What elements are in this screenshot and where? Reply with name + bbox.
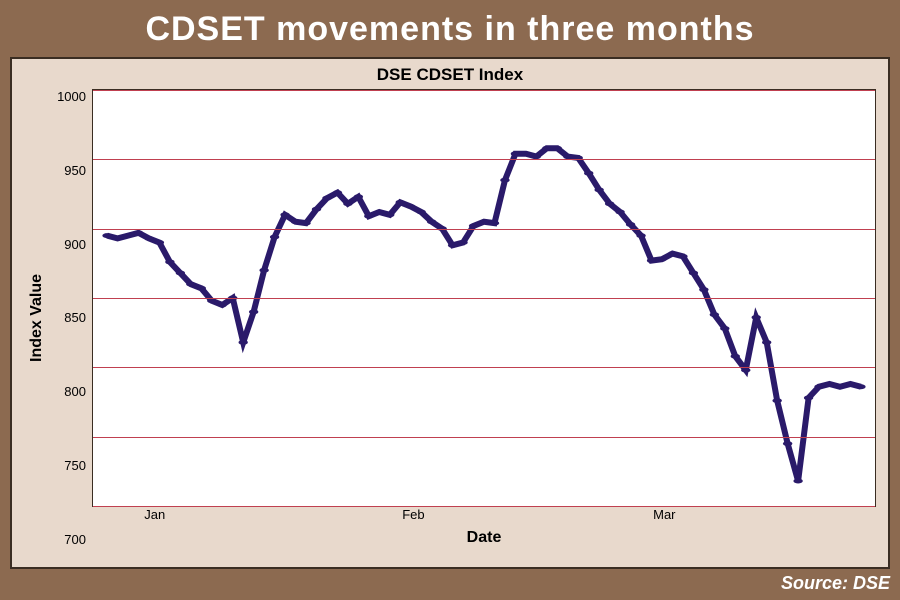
data-point xyxy=(793,479,802,484)
data-point xyxy=(563,154,572,159)
data-point xyxy=(165,259,174,264)
data-point xyxy=(741,368,750,373)
data-point xyxy=(710,312,719,317)
data-point xyxy=(762,340,771,345)
data-point xyxy=(731,354,740,359)
data-point xyxy=(678,254,687,259)
data-point xyxy=(804,395,813,400)
data-point xyxy=(301,221,310,226)
data-point xyxy=(291,219,300,224)
y-axis-label: Index Value xyxy=(24,89,50,547)
plot-wrap: Index Value 1000 950 900 850 800 750 700 Jan Fe… xyxy=(24,89,876,547)
chart-panel: DSE CDSET Index Index Value 1000 950 900 85… xyxy=(10,57,890,569)
data-point xyxy=(406,204,415,209)
data-point xyxy=(657,257,666,262)
data-point xyxy=(469,223,478,228)
data-point xyxy=(521,151,530,156)
data-point xyxy=(343,201,352,206)
data-point xyxy=(385,212,394,217)
data-point xyxy=(458,240,467,245)
data-point xyxy=(218,302,227,307)
data-point xyxy=(615,210,624,215)
data-point xyxy=(396,200,405,205)
data-point xyxy=(270,234,279,239)
data-point xyxy=(752,315,761,320)
gridline xyxy=(93,90,875,91)
y-tick-label: 750 xyxy=(50,458,86,473)
data-point xyxy=(594,187,603,192)
figure-outer: CDSET movements in three months DSE CDSE… xyxy=(0,0,900,600)
data-point xyxy=(416,210,425,215)
x-tick-label: Feb xyxy=(402,507,424,522)
data-point xyxy=(207,298,216,303)
data-point xyxy=(720,326,729,331)
data-point xyxy=(772,398,781,403)
plot-column: Jan Feb Mar Date xyxy=(92,89,876,547)
x-axis-label: Date xyxy=(92,529,876,547)
gridline xyxy=(93,367,875,368)
data-point xyxy=(448,243,457,248)
x-tick-label: Jan xyxy=(144,507,165,522)
y-axis-ticks: 1000 950 900 850 800 750 700 xyxy=(50,89,92,547)
data-point xyxy=(249,309,258,314)
data-point xyxy=(102,233,111,238)
data-point xyxy=(113,236,122,241)
data-point xyxy=(500,178,509,183)
data-point xyxy=(584,171,593,176)
data-point xyxy=(605,201,614,206)
data-point xyxy=(490,221,499,226)
data-point xyxy=(856,384,865,389)
y-tick-label: 900 xyxy=(50,237,86,252)
data-point xyxy=(511,151,520,156)
data-point xyxy=(354,194,363,199)
data-point xyxy=(144,236,153,241)
data-point xyxy=(364,214,373,219)
data-point xyxy=(259,268,268,273)
data-point xyxy=(280,212,289,217)
data-point xyxy=(668,251,677,256)
data-point xyxy=(134,230,143,235)
chart-title: DSE CDSET Index xyxy=(24,65,876,85)
y-tick-label: 850 xyxy=(50,310,86,325)
plot-area xyxy=(92,89,876,507)
data-point xyxy=(427,219,436,224)
headline: CDSET movements in three months xyxy=(10,10,890,49)
data-point xyxy=(322,196,331,201)
data-point xyxy=(553,146,562,151)
data-point xyxy=(532,154,541,159)
data-point xyxy=(846,381,855,386)
data-point xyxy=(689,271,698,276)
data-point xyxy=(542,146,551,151)
data-point xyxy=(312,207,321,212)
data-point xyxy=(835,384,844,389)
data-point xyxy=(197,286,206,291)
data-point xyxy=(825,381,834,386)
data-point xyxy=(238,340,247,345)
gridline xyxy=(93,437,875,438)
y-tick-label: 800 xyxy=(50,384,86,399)
y-tick-label: 1000 xyxy=(50,89,86,104)
data-point xyxy=(333,190,342,195)
data-point xyxy=(699,287,708,292)
x-axis-ticks: Jan Feb Mar xyxy=(92,507,876,527)
y-tick-label: 700 xyxy=(50,532,86,547)
data-point xyxy=(176,271,185,276)
x-tick-label: Mar xyxy=(653,507,675,522)
source-label: Source: DSE xyxy=(10,573,890,594)
y-tick-label: 950 xyxy=(50,163,86,178)
data-point xyxy=(647,258,656,263)
data-point xyxy=(636,233,645,238)
data-point xyxy=(375,210,384,215)
series-line xyxy=(107,148,861,481)
data-point xyxy=(155,240,164,245)
data-point xyxy=(814,384,823,389)
gridline xyxy=(93,229,875,230)
gridline xyxy=(93,298,875,299)
gridline xyxy=(93,159,875,160)
data-point xyxy=(186,282,195,287)
data-point xyxy=(123,233,132,238)
data-point xyxy=(783,441,792,446)
data-point xyxy=(626,222,635,227)
data-point xyxy=(479,219,488,224)
